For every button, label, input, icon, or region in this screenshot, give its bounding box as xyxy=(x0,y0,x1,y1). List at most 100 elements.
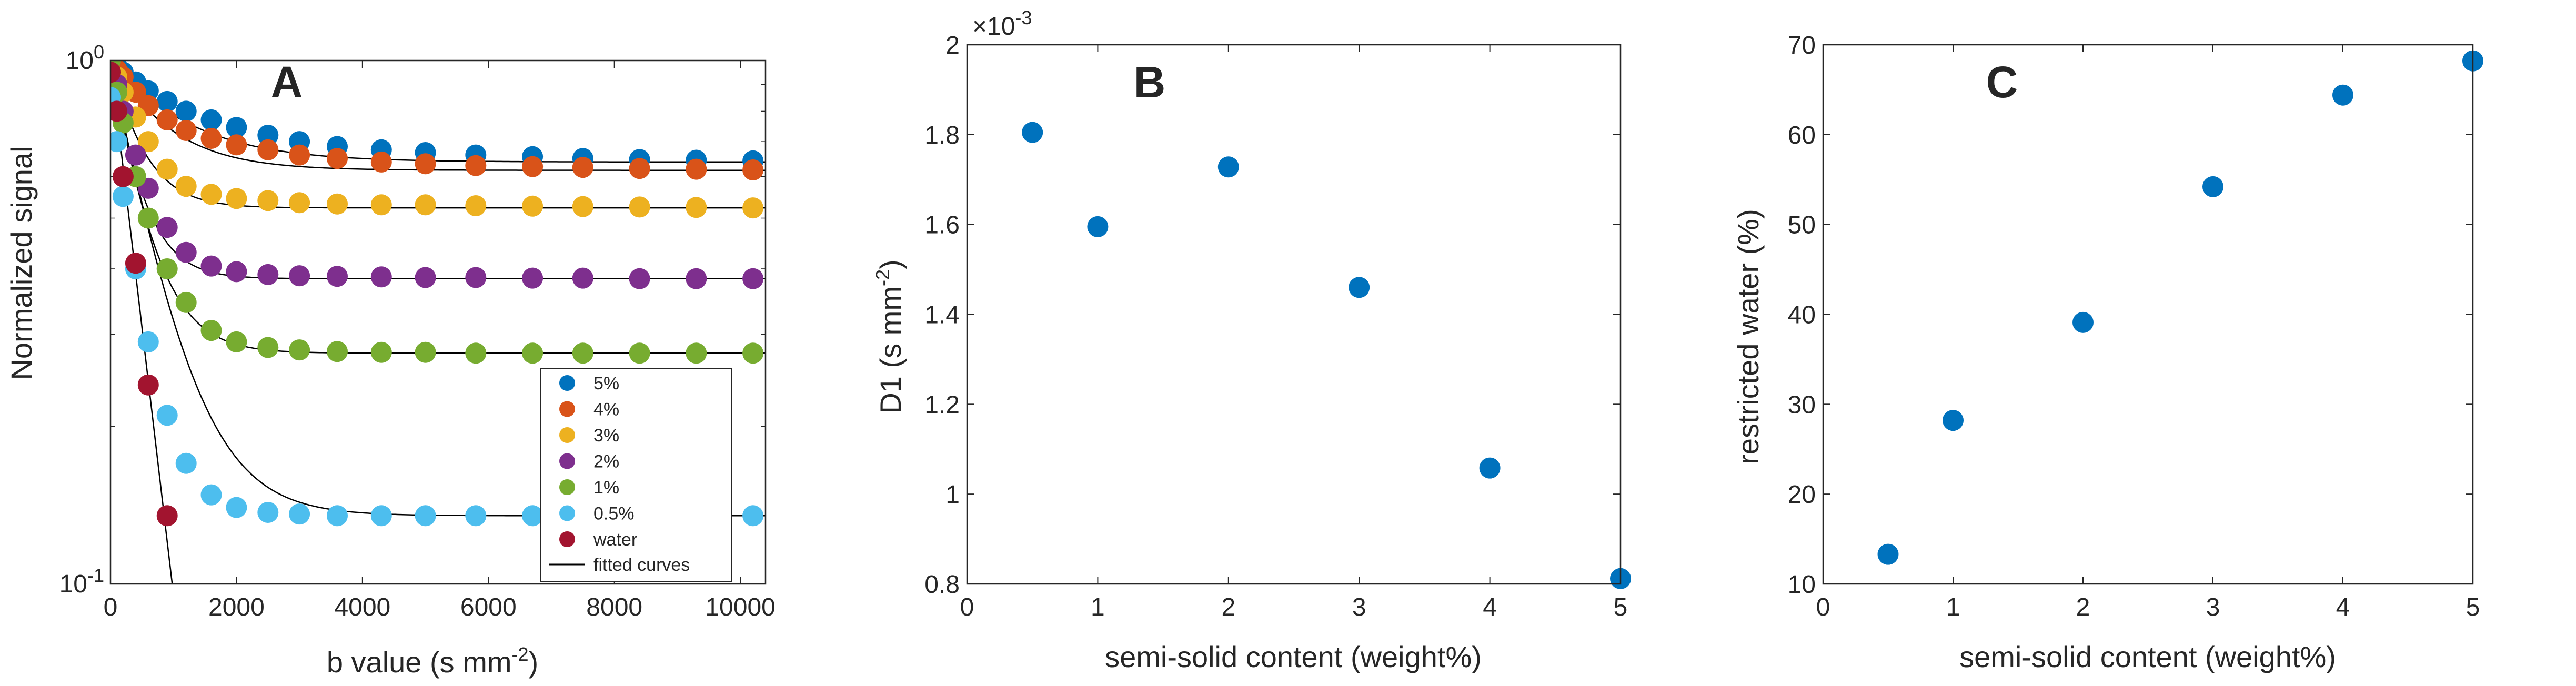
y-tick-label: 10 xyxy=(1788,571,1816,599)
x-tick-label: 4 xyxy=(2336,593,2350,621)
y-tick-label: 40 xyxy=(1788,301,1816,329)
data-point-0.5% xyxy=(742,505,764,527)
data-point-5% xyxy=(156,90,178,112)
data-point xyxy=(1479,457,1501,479)
data-point-3% xyxy=(686,197,707,218)
x-tick-label: 2000 xyxy=(208,593,265,621)
data-point-1% xyxy=(226,331,247,352)
y-tick-label: 70 xyxy=(1788,32,1816,59)
x-tick-label: 2 xyxy=(2076,593,2090,621)
legend-marker-3% xyxy=(559,427,575,443)
data-point-3% xyxy=(226,188,247,209)
data-point-2% xyxy=(370,266,392,288)
data-point-1% xyxy=(465,342,487,364)
data-point-1% xyxy=(686,342,707,364)
data-point-4% xyxy=(289,144,310,166)
y-tick-label: 20 xyxy=(1788,481,1816,509)
data-point-4% xyxy=(200,128,222,149)
data-point-4% xyxy=(156,109,178,130)
data-point-2% xyxy=(200,255,222,277)
data-point-1% xyxy=(415,341,436,363)
x-tick-label: 3 xyxy=(2206,593,2220,621)
x-tick-label: 3 xyxy=(1352,593,1366,621)
fitted-curve-4% xyxy=(110,60,766,171)
panel-a-legend: 5% 4% 3% 2% 1% 0.5% water fitted curves xyxy=(540,368,732,582)
data-point-1% xyxy=(522,342,544,364)
x-tick-label: 0 xyxy=(104,593,118,621)
data-point-4% xyxy=(465,155,487,176)
data-point xyxy=(1943,410,1964,431)
panel-b-y-label-main: D1 (s mm xyxy=(874,286,907,414)
panel-c: C restricted water (%) semi-solid conten… xyxy=(1732,32,2483,673)
y-tick-base: 10 xyxy=(66,47,94,75)
data-point-0.5% xyxy=(137,331,159,352)
data-point-water xyxy=(137,374,159,396)
data-point-3% xyxy=(327,193,348,215)
y-tick-exponent: 0 xyxy=(94,41,104,63)
legend-label-3%: 3% xyxy=(593,426,619,446)
panel-b-exponent-power: -3 xyxy=(1015,7,1032,28)
data-point-4% xyxy=(572,157,593,178)
data-point-0.5% xyxy=(226,497,247,518)
panel-a-x-label: b value (s mm-2) xyxy=(327,643,538,679)
data-point-2% xyxy=(686,268,707,289)
data-point-4% xyxy=(226,134,247,156)
data-point-5% xyxy=(200,109,222,130)
data-point-0.5% xyxy=(112,186,134,207)
data-point-0.5% xyxy=(200,484,222,506)
panel-b-y-label: D1 (s mm-2) xyxy=(872,259,907,413)
data-point-0.5% xyxy=(370,505,392,527)
data-point-1% xyxy=(572,342,593,364)
panel-b-y-label-close: ) xyxy=(874,259,907,269)
panel-b: B D1 (s mm-2) semi-solid content (weight… xyxy=(872,7,1631,673)
fitted-curve-1% xyxy=(110,60,766,354)
legend-label-0.5%: 0.5% xyxy=(593,504,635,524)
data-point-2% xyxy=(156,217,178,238)
panel-b-exponent: ×10-3 xyxy=(972,7,1032,41)
data-point-0.5% xyxy=(289,503,310,525)
data-point-2% xyxy=(629,268,650,289)
x-tick-label: 0 xyxy=(1816,593,1830,621)
x-tick-label: 10000 xyxy=(705,593,775,621)
y-tick-label: 60 xyxy=(1788,122,1816,149)
data-point-4% xyxy=(257,139,279,160)
legend-marker-1% xyxy=(559,479,575,495)
panel-b-plot: 0 1 2 3 4 5 0.8 1 1.2 1.4 1.6 1.8 2 xyxy=(924,32,1631,621)
data-point-water xyxy=(110,100,127,122)
y-tick-label: 10-1 xyxy=(59,564,104,598)
y-tick-label: 30 xyxy=(1788,391,1816,419)
legend-marker-0.5% xyxy=(559,505,575,521)
legend-marker-2% xyxy=(559,453,575,469)
panel-a-x-label-close: ) xyxy=(529,645,539,679)
data-point-1% xyxy=(742,342,764,364)
data-point-2% xyxy=(289,265,310,287)
fitted-curve-3% xyxy=(110,60,766,209)
panel-c-letter: C xyxy=(1986,57,2018,107)
data-point-5% xyxy=(175,100,197,122)
data-point-1% xyxy=(200,320,222,341)
data-point xyxy=(1349,277,1370,298)
y-tick-label: 1 xyxy=(945,481,960,509)
data-point-2% xyxy=(257,264,279,285)
data-point-0.5% xyxy=(110,131,127,153)
axes-box xyxy=(966,44,1622,585)
panel-b-letter: B xyxy=(1134,57,1166,107)
legend-entries: 5% 4% 3% 2% 1% 0.5% water xyxy=(559,374,637,550)
data-point-1% xyxy=(257,337,279,358)
y-tick-label: 1.2 xyxy=(924,391,960,419)
data-point xyxy=(2332,84,2353,106)
legend-marker-water xyxy=(559,531,575,547)
x-tick-label: 0 xyxy=(960,593,974,621)
data-point-4% xyxy=(175,120,197,141)
data-point-1% xyxy=(289,339,310,361)
data-point-3% xyxy=(200,184,222,205)
data-point xyxy=(1022,122,1043,143)
y-tick-label: 2 xyxy=(945,32,960,59)
data-point-2% xyxy=(175,241,197,263)
y-tick-label: 1.6 xyxy=(924,211,960,239)
data-point-2% xyxy=(742,268,764,289)
data-point xyxy=(2072,311,2094,333)
panel-a-axes-box xyxy=(109,59,767,585)
data-point-0.5% xyxy=(415,505,436,527)
x-tick-label: 5 xyxy=(2466,593,2480,621)
